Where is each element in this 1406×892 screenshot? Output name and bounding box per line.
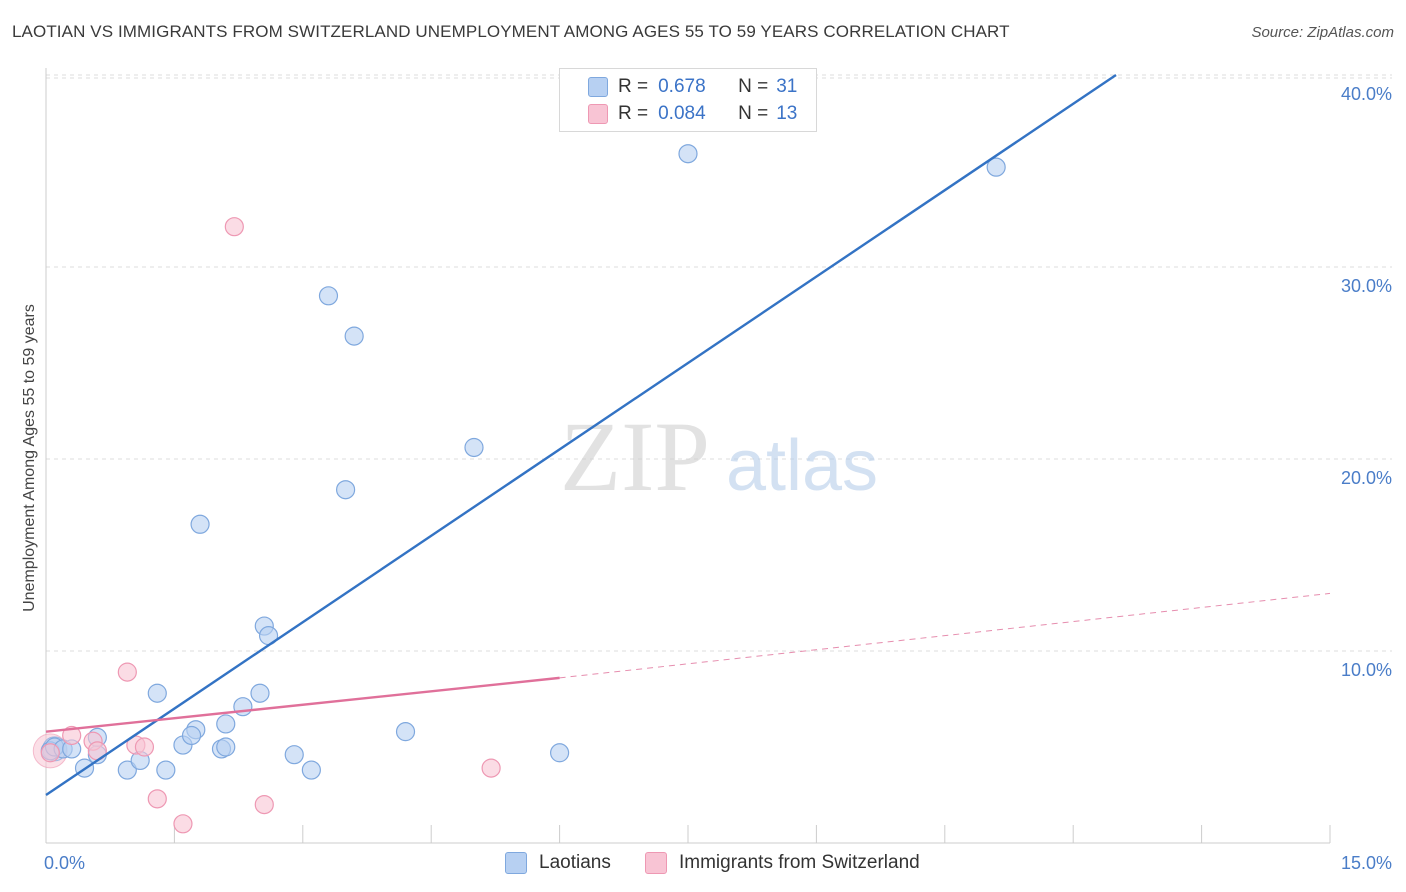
- point-laotian: [464, 437, 484, 458]
- x-tick-label-max: 15.0%: [1341, 853, 1392, 873]
- point-swiss: [481, 758, 501, 778]
- correlation-legend: R = 0.678 N = 31 R = 0.084 N = 13: [559, 68, 817, 132]
- point-swiss: [254, 794, 274, 815]
- series-swatch-swiss: [645, 852, 667, 874]
- watermark-zip: ZIP: [560, 401, 710, 512]
- source-label: Source: ZipAtlas.com: [1251, 24, 1394, 41]
- legend-n-value-swiss: 13: [776, 103, 798, 124]
- point-laotian: [181, 725, 202, 746]
- point-swiss: [40, 743, 60, 763]
- series-label-laotian: Laotians: [539, 852, 611, 873]
- trend-lines: [45, 74, 1331, 796]
- data-points: [32, 144, 1006, 834]
- series-label-swiss: Immigrants from Switzerland: [679, 852, 920, 873]
- point-swiss: [224, 217, 244, 237]
- point-laotian: [318, 286, 339, 306]
- y-tick-label: 40.0%: [1341, 84, 1392, 104]
- point-laotian: [549, 743, 570, 763]
- legend-r-value-laotian: 0.678: [658, 76, 706, 97]
- tick-labels: 10.0% 20.0% 30.0% 40.0% 0.0% 15.0%: [44, 84, 1392, 873]
- trend-line-swiss: [45, 676, 560, 733]
- point-swiss: [62, 725, 82, 746]
- point-laotian: [233, 697, 253, 717]
- point-swiss: [173, 814, 193, 834]
- trend-line-swiss-extrapolated: [559, 592, 1331, 679]
- legend-r-label: R =: [618, 76, 649, 97]
- point-laotian: [336, 480, 356, 500]
- point-swiss: [147, 789, 167, 809]
- legend-swatch-swiss: [588, 104, 608, 124]
- point-laotian: [301, 760, 321, 780]
- axes: [45, 68, 1331, 844]
- legend-n-value-laotian: 31: [776, 76, 798, 97]
- y-tick-label: 20.0%: [1341, 468, 1392, 488]
- series-swatch-laotian: [505, 852, 527, 874]
- point-laotian: [678, 144, 698, 164]
- point-laotian: [395, 722, 416, 742]
- point-laotian: [117, 760, 137, 780]
- legend-swatch-laotian: [588, 77, 608, 97]
- legend-row-swiss: R = 0.084 N = 13: [588, 102, 797, 126]
- legend-n-label: N =: [738, 76, 769, 97]
- point-laotian: [190, 514, 210, 534]
- series-legend-laotian[interactable]: Laotians: [505, 852, 611, 874]
- legend-r-value-swiss: 0.084: [658, 103, 706, 124]
- gridlines: [46, 74, 1392, 652]
- point-laotian: [344, 326, 364, 346]
- trend-line-laotian: [45, 74, 1117, 796]
- chart-title: LAOTIAN VS IMMIGRANTS FROM SWITZERLAND U…: [12, 22, 1010, 41]
- point-laotian: [156, 760, 176, 780]
- series-legend-swiss[interactable]: Immigrants from Switzerland: [645, 852, 920, 874]
- point-swiss: [134, 737, 155, 757]
- watermark-atlas: atlas: [726, 426, 878, 506]
- point-swiss: [117, 662, 137, 682]
- legend-n-label: N =: [738, 103, 769, 124]
- point-laotian: [216, 714, 236, 734]
- x-tick-label-min: 0.0%: [44, 853, 85, 873]
- y-tick-label: 30.0%: [1341, 276, 1392, 296]
- point-laotian: [986, 157, 1006, 177]
- point-laotian: [147, 683, 167, 703]
- point-laotian: [250, 683, 270, 703]
- point-laotian: [284, 745, 304, 765]
- series-legend: Laotians Immigrants from Switzerland: [0, 852, 1406, 878]
- point-laotian: [216, 737, 236, 757]
- legend-row-laotian: R = 0.678 N = 31: [588, 75, 797, 99]
- legend-r-label: R =: [618, 103, 649, 124]
- y-tick-label: 10.0%: [1341, 660, 1392, 680]
